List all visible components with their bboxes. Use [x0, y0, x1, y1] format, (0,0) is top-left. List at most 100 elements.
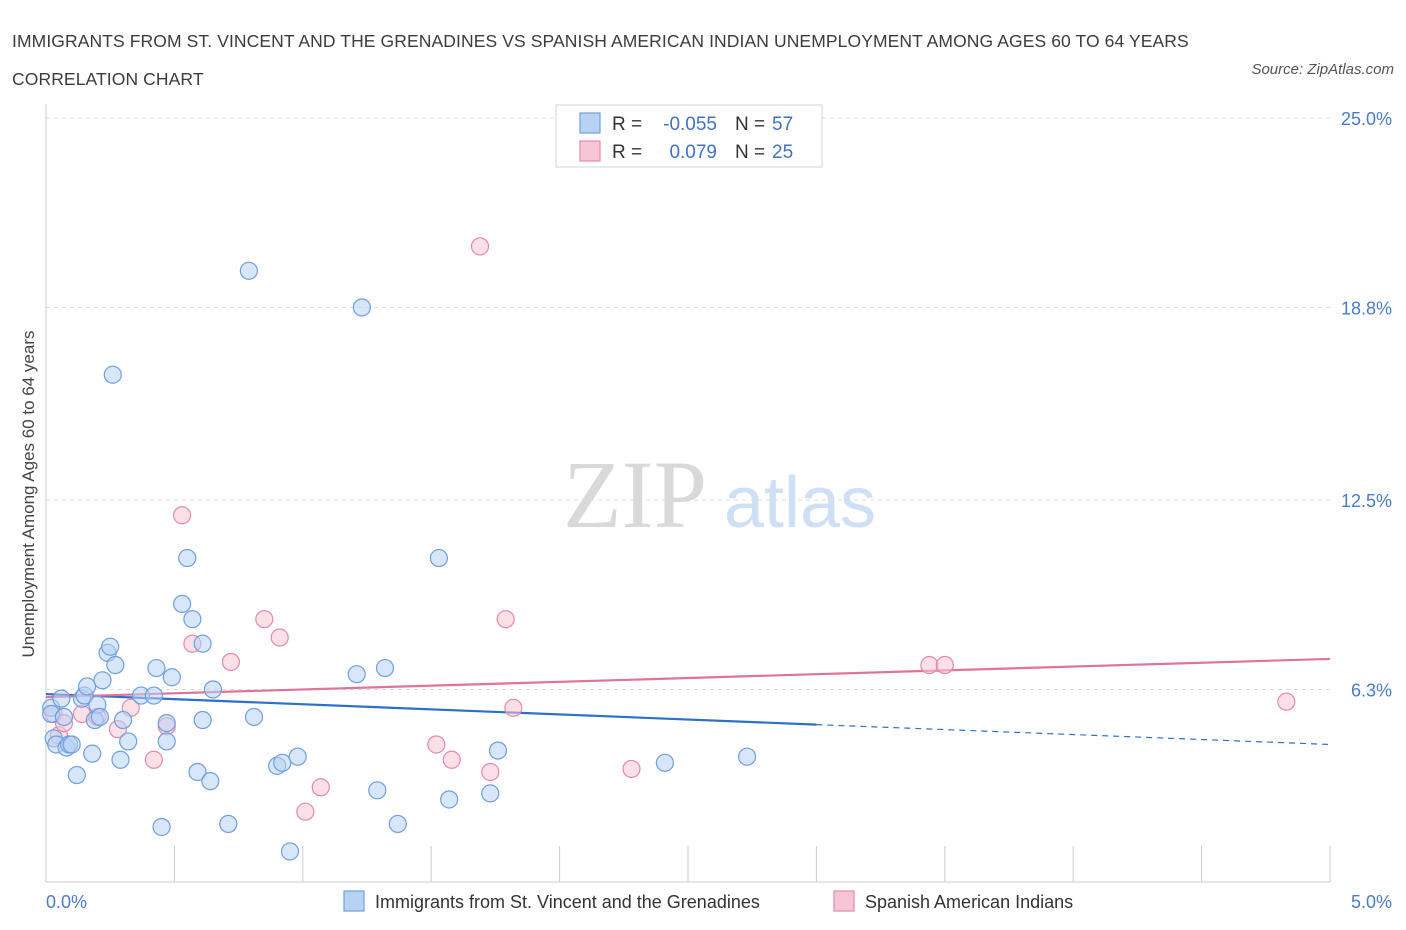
point-st-vincent: [52, 689, 71, 708]
point-spanish-american-indian: [622, 759, 641, 779]
point-st-vincent: [388, 814, 407, 834]
point-spanish-american-indian: [427, 735, 446, 754]
legend-r-value: -0.055: [663, 114, 717, 135]
grid-lines: [46, 117, 1330, 690]
point-spanish-american-indian: [270, 628, 289, 647]
point-st-vincent: [106, 655, 125, 675]
point-st-vincent: [288, 747, 307, 766]
point-st-vincent: [219, 814, 238, 834]
point-st-vincent: [188, 762, 207, 782]
point-st-vincent: [90, 707, 110, 727]
point-st-vincent: [77, 677, 97, 696]
point-st-vincent: [244, 707, 264, 727]
point-st-vincent: [144, 686, 163, 705]
trend-line-spanish-american-indian: [45, 657, 1331, 699]
point-st-vincent: [183, 610, 202, 629]
axes: [45, 104, 1331, 883]
y-tick-label: 12.5%: [1341, 491, 1392, 511]
point-st-vincent: [111, 750, 130, 769]
watermark-zip: ZIP: [563, 441, 707, 548]
legend-r-label: R =: [612, 142, 642, 163]
point-spanish-american-indian: [1277, 692, 1296, 711]
y-tick-label: 25.0%: [1341, 109, 1392, 129]
point-st-vincent: [152, 817, 171, 837]
legend-n-value: 57: [772, 114, 793, 135]
trend-line-st-vincent: [45, 692, 817, 726]
point-st-vincent: [157, 713, 176, 733]
point-st-vincent: [737, 747, 757, 766]
y-tick-labels: 6.3% 12.5% 18.8% 25.0%: [1341, 109, 1392, 700]
point-st-vincent: [488, 741, 508, 760]
point-st-vincent: [280, 842, 300, 861]
point-st-vincent: [655, 753, 674, 772]
legend-n-value: 25: [772, 142, 793, 163]
legend-r-value: 0.079: [669, 142, 717, 163]
point-spanish-american-indian: [144, 750, 163, 769]
watermark-atlas: atlas: [724, 463, 876, 543]
point-st-vincent: [103, 365, 122, 384]
point-st-vincent: [352, 298, 371, 317]
point-spanish-american-indian: [935, 655, 954, 675]
data-points: [42, 237, 1296, 861]
point-spanish-american-indian: [920, 655, 939, 675]
x-tick-label: 0.0%: [46, 892, 87, 912]
point-st-vincent: [193, 634, 212, 653]
point-st-vincent: [93, 671, 112, 690]
legend-swatch-blue: [579, 112, 601, 134]
point-st-vincent: [67, 765, 86, 785]
point-st-vincent: [347, 665, 366, 684]
chart-title: IMMIGRANTS FROM ST. VINCENT AND THE GREN…: [12, 31, 1189, 89]
point-st-vincent: [368, 781, 387, 800]
point-st-vincent: [173, 594, 192, 614]
legend: R = -0.055 N = 57 R = 0.079 N = 25: [555, 104, 823, 168]
legend-swatch-pink: [579, 140, 601, 162]
point-spanish-american-indian: [221, 652, 240, 672]
point-st-vincent: [481, 784, 500, 803]
point-st-vincent: [203, 680, 223, 699]
point-st-vincent: [193, 710, 212, 730]
trend-line-st-vincent-extension: [816, 724, 1331, 746]
point-spanish-american-indian: [470, 237, 490, 256]
point-spanish-american-indian: [311, 778, 330, 797]
point-spanish-american-indian: [496, 610, 515, 629]
point-st-vincent: [157, 732, 176, 751]
point-st-vincent: [239, 261, 258, 280]
point-st-vincent: [429, 548, 449, 568]
point-st-vincent: [113, 710, 133, 730]
point-st-vincent: [273, 753, 292, 772]
x-tick-labels: 0.0% 5.0%: [46, 892, 1392, 912]
bottom-legend: Immigrants from St. Vincent and the Gren…: [343, 890, 1073, 912]
legend-n-label: N =: [735, 142, 765, 163]
point-spanish-american-indian: [296, 802, 315, 821]
trend-lines: [45, 657, 1331, 746]
bottom-legend-spanish-american-indian-label: Spanish American Indians: [865, 892, 1073, 912]
point-spanish-american-indian: [481, 762, 500, 782]
point-st-vincent: [440, 790, 459, 809]
point-st-vincent: [375, 658, 395, 678]
point-st-vincent: [201, 772, 220, 791]
point-st-vincent: [62, 735, 81, 754]
point-spanish-american-indian: [255, 610, 274, 629]
x-tick-label: 5.0%: [1351, 892, 1392, 912]
point-st-vincent: [162, 668, 181, 687]
point-st-vincent: [83, 744, 102, 763]
point-st-vincent: [147, 658, 166, 678]
point-st-vincent: [101, 637, 120, 656]
legend-r-label: R =: [612, 114, 642, 135]
y-tick-label: 18.8%: [1341, 298, 1392, 318]
point-st-vincent: [119, 732, 138, 751]
point-st-vincent: [54, 707, 74, 727]
bottom-legend-spanish-american-indian-swatch: [833, 890, 855, 912]
point-st-vincent: [178, 548, 197, 568]
bottom-legend-st-vincent-label: Immigrants from St. Vincent and the Gren…: [375, 892, 760, 912]
y-axis-label: Unemployment Among Ages 60 to 64 years: [19, 331, 38, 658]
chart-source: Source: ZipAtlas.com: [1251, 61, 1394, 78]
point-spanish-american-indian: [173, 506, 192, 525]
y-tick-label: 6.3%: [1351, 680, 1392, 700]
point-spanish-american-indian: [442, 750, 461, 769]
point-spanish-american-indian: [504, 698, 523, 717]
legend-n-label: N =: [735, 114, 765, 135]
bottom-legend-st-vincent-swatch: [343, 890, 365, 912]
watermark: ZIP atlas: [563, 441, 876, 548]
